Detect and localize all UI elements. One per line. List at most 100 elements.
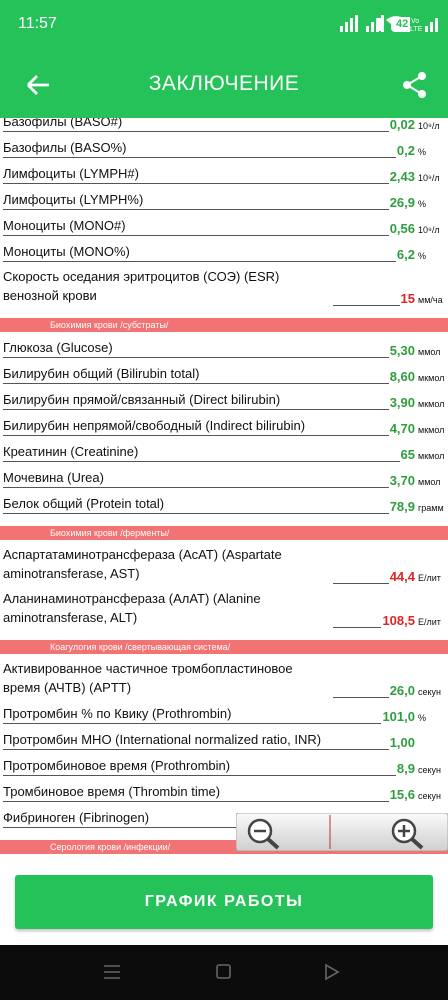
test-name: Мочевина (Urea) bbox=[3, 468, 104, 488]
app-bar: ЗАКЛЮЧЕНИЕ bbox=[0, 48, 448, 118]
test-unit: грамм bbox=[418, 503, 444, 513]
test-name: Креатинин (Creatinine) bbox=[3, 442, 139, 462]
test-unit: секун bbox=[418, 791, 442, 801]
test-name: Аланинаминотрансфераза (АлАТ) (Alanine a… bbox=[3, 591, 261, 625]
leader-line bbox=[280, 409, 389, 410]
result-row: Моноциты (MONO#) 0,56 10⁹/л bbox=[0, 216, 448, 242]
share-button[interactable] bbox=[400, 70, 430, 100]
result-row: Аланинаминотрансфераза (АлАТ) (Alanine a… bbox=[0, 590, 448, 634]
leader-line bbox=[231, 723, 382, 724]
result-row: Лимфоциты (LYMPH#) 2,43 10⁹/л bbox=[0, 164, 448, 190]
svg-text:Vo: Vo bbox=[411, 18, 419, 25]
result-row: Протромбин % по Квику (Prothrombin) 101,0… bbox=[0, 704, 448, 730]
result-row: Аспартатаминотрансфераза (AcAT) (Asparta… bbox=[0, 546, 448, 590]
result-row: Билирубин прямой/связанный (Direct bilir… bbox=[0, 390, 448, 416]
leader-line bbox=[139, 183, 389, 184]
bottom-panel: ГРАФИК РАБОТЫ bbox=[0, 860, 448, 945]
test-name: Моноциты (MONO#) bbox=[3, 216, 126, 236]
nav-icons bbox=[104, 963, 340, 981]
status-bar: 11:57 Vo LTE 42 bbox=[0, 0, 448, 48]
test-value: 3,90 bbox=[389, 395, 415, 410]
test-name: Аспартатаминотрансфераза (AcAT) (Asparta… bbox=[3, 547, 282, 581]
test-name: Базофилы (BASO#) bbox=[3, 118, 123, 132]
test-unit: мкмол bbox=[418, 425, 445, 435]
leader-line bbox=[112, 357, 389, 358]
test-unit: % bbox=[418, 713, 427, 723]
test-value: 0,02 bbox=[389, 118, 415, 132]
test-unit: % bbox=[418, 251, 427, 261]
test-value: 5,30 bbox=[389, 343, 415, 358]
test-unit: 10⁹/л bbox=[418, 121, 440, 131]
test-value: 15 bbox=[400, 291, 415, 306]
result-row: Базофилы (BASO#) 0,02 10⁹/л bbox=[0, 118, 448, 138]
test-unit: мкмол bbox=[418, 399, 445, 409]
test-unit: ммол bbox=[418, 477, 441, 487]
result-row: Активированное частичное тромбопластинов… bbox=[0, 660, 448, 704]
svg-text:LTE: LTE bbox=[410, 26, 423, 33]
leader-line bbox=[220, 801, 389, 802]
test-value: 108,5 bbox=[382, 613, 415, 628]
test-unit: секун bbox=[418, 765, 442, 775]
test-unit: ммол bbox=[418, 347, 441, 357]
result-row: Белок общий (Protein total) 78,9 грамм bbox=[0, 494, 448, 520]
leader-line bbox=[305, 435, 389, 436]
test-value: 0,2 bbox=[396, 143, 415, 158]
test-value: 1,00 bbox=[389, 735, 415, 750]
leader-line bbox=[333, 305, 400, 306]
test-name: Моноциты (MONO%) bbox=[3, 242, 130, 262]
clock: 11:57 bbox=[18, 15, 57, 32]
test-value: 78,9 bbox=[389, 499, 415, 514]
zoom-out[interactable] bbox=[247, 818, 280, 850]
test-name: Протромбиновое время (Prothrombin) bbox=[3, 756, 231, 776]
test-name: Протромбин МНО (International normalized… bbox=[3, 730, 322, 750]
test-value: 3,70 bbox=[389, 473, 415, 488]
schedule-button[interactable]: ГРАФИК РАБОТЫ bbox=[15, 875, 433, 929]
test-name: Базофилы (BASO%) bbox=[3, 138, 127, 158]
leader-line bbox=[333, 583, 389, 584]
result-row: Протромбиновое время (Prothrombin) 8,9 сек… bbox=[0, 756, 448, 782]
test-unit: Е/лит bbox=[418, 573, 441, 583]
test-name: Билирубин общий (Bilirubin total) bbox=[3, 364, 200, 384]
battery-level: 42 bbox=[396, 18, 409, 30]
leader-line bbox=[230, 775, 396, 776]
test-name: Лимфоциты (LYMPH#) bbox=[3, 164, 139, 184]
test-unit: секун bbox=[418, 687, 442, 697]
leader-line bbox=[199, 383, 389, 384]
test-value: 44,4 bbox=[389, 569, 415, 584]
test-value: 101,0 bbox=[382, 709, 415, 724]
test-value: 4,70 bbox=[389, 421, 415, 436]
leader-line bbox=[143, 209, 389, 210]
test-unit: мкмол bbox=[418, 373, 445, 383]
test-value: 6,2 bbox=[396, 247, 415, 262]
test-unit: 10⁹/л bbox=[418, 173, 440, 183]
test-value: 2,43 bbox=[389, 169, 415, 184]
test-value: 26,9 bbox=[389, 195, 415, 210]
results-list: Базофилы (BASO#) 0,02 10⁹/л Базофилы (BASO%… bbox=[0, 118, 448, 860]
leader-line bbox=[122, 131, 389, 132]
test-unit: Е/лит bbox=[418, 617, 441, 627]
result-row: Билирубин непрямой/свободный (Indirect b… bbox=[0, 416, 448, 442]
section-header: Биохимия крови /ферменты/ bbox=[0, 526, 448, 540]
test-unit: % bbox=[418, 199, 427, 209]
test-value: 15,6 bbox=[389, 787, 415, 802]
test-name: Лимфоциты (LYMPH%) bbox=[3, 190, 144, 210]
zoom-controls bbox=[236, 813, 448, 851]
result-row: Моноциты (MONO%) 6,2% bbox=[0, 242, 448, 268]
result-row: Протромбин МНО (International normalized… bbox=[0, 730, 448, 756]
section-header: Коагулогия крови /свертывающая система/ bbox=[0, 640, 448, 654]
test-unit: % bbox=[418, 147, 427, 157]
screen-title: ЗАКЛЮЧЕНИЕ bbox=[148, 72, 300, 95]
test-value: 26,0 bbox=[389, 683, 415, 698]
test-unit: мкмол bbox=[418, 451, 445, 461]
test-value: 8,60 bbox=[389, 369, 415, 384]
test-value: 8,9 bbox=[396, 761, 415, 776]
signal-icons bbox=[340, 15, 410, 32]
result-row: Глюкоза (Glucose) 5,30 ммол bbox=[0, 338, 448, 364]
section-header: Биохимия крови /субстраты/ bbox=[0, 318, 448, 332]
test-unit: мм/ча bbox=[418, 295, 443, 305]
leader-line bbox=[126, 157, 396, 158]
back-button[interactable] bbox=[24, 70, 54, 100]
zoom-in[interactable] bbox=[391, 818, 424, 850]
test-name: Активированное частичное тромбопластинов… bbox=[3, 661, 293, 695]
